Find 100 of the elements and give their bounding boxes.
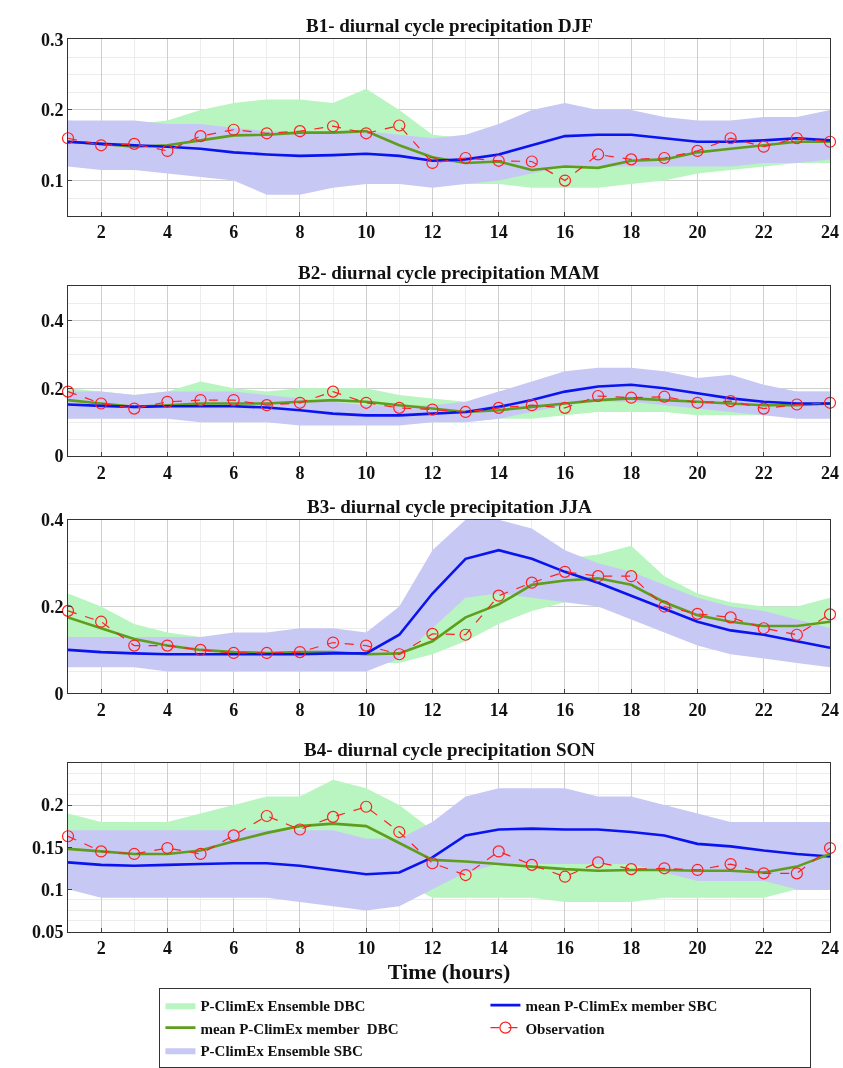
point — [823, 135, 837, 148]
point — [128, 402, 141, 415]
point — [658, 390, 671, 403]
point — [558, 565, 572, 578]
x-tick-label: 12 — [423, 222, 442, 243]
point — [790, 628, 803, 641]
point — [61, 132, 75, 145]
point — [459, 868, 472, 882]
x-tick-label: 24 — [821, 222, 839, 243]
point — [393, 825, 406, 839]
point — [227, 393, 240, 407]
point — [625, 153, 638, 166]
point — [757, 867, 770, 880]
point — [724, 132, 737, 145]
point — [227, 646, 240, 660]
point — [459, 628, 472, 641]
point — [625, 391, 638, 404]
point — [757, 140, 770, 153]
point — [724, 611, 737, 624]
point — [128, 847, 141, 861]
y-tick-label: 0.2 — [40, 596, 64, 617]
point — [128, 137, 141, 150]
point — [426, 627, 439, 640]
point — [260, 809, 273, 823]
point — [492, 845, 505, 858]
point — [293, 396, 307, 409]
legend-label: P-ClimEx Ensemble SBC — [200, 1043, 363, 1059]
x-tick-label: 12 — [423, 938, 442, 959]
point — [459, 151, 472, 165]
point — [691, 863, 704, 877]
point — [227, 123, 240, 136]
point — [161, 395, 174, 408]
y-tick-label: 0.05 — [31, 921, 64, 942]
point — [724, 395, 737, 408]
x-tick-label: 6 — [229, 938, 239, 959]
y-tick-label: 0 — [54, 446, 64, 467]
x-tick-label: 14 — [489, 462, 508, 483]
x-tick-label: 10 — [357, 699, 376, 720]
x-tick-label: 22 — [754, 938, 773, 959]
x-tick-label: 14 — [489, 699, 508, 720]
y-tick-label: 0 — [54, 683, 64, 704]
chart-title: B2- diurnal cycle precipitation MAM — [298, 262, 600, 283]
legend-label: mean P-ClimEx member DBC — [200, 1020, 399, 1037]
x-tick-label: 2 — [96, 938, 106, 959]
point — [658, 600, 671, 613]
point — [293, 645, 307, 659]
point — [459, 405, 472, 419]
point — [326, 120, 340, 133]
point — [790, 398, 803, 411]
point — [393, 648, 406, 661]
legend-label: P-ClimEx Ensemble DBC — [200, 998, 366, 1014]
point — [326, 810, 340, 823]
point — [194, 130, 207, 143]
x-tick-label: 10 — [357, 938, 376, 959]
point — [591, 389, 605, 403]
point — [161, 841, 174, 855]
x-tick-label: 6 — [229, 222, 239, 243]
x-tick-label: 22 — [754, 222, 773, 243]
point — [790, 867, 803, 880]
x-tick-label: 8 — [295, 938, 305, 959]
x-tick-label: 10 — [357, 462, 376, 483]
x-tick-label: 22 — [754, 462, 773, 483]
point — [558, 401, 572, 414]
x-tick-label: 12 — [423, 462, 442, 483]
x-tick-label: 16 — [555, 222, 574, 243]
x-tick-label: 24 — [821, 462, 839, 483]
y-tick-label: 0.4 — [40, 510, 64, 531]
point — [260, 646, 273, 660]
x-tick-label: 24 — [821, 699, 839, 720]
x-tick-label: 4 — [162, 699, 172, 720]
point — [61, 830, 75, 843]
x-tick-label: 4 — [162, 462, 172, 483]
y-tick-label: 0.15 — [31, 837, 64, 858]
point — [492, 401, 505, 414]
x-tick-label: 8 — [295, 222, 305, 243]
point — [293, 823, 307, 836]
x-tick-label: 4 — [162, 222, 172, 243]
point — [360, 800, 373, 813]
point — [790, 132, 803, 145]
chart-title: B1- diurnal cycle precipitation DJF — [306, 15, 593, 36]
point — [823, 841, 837, 855]
point — [823, 396, 837, 409]
point — [194, 847, 207, 861]
x-tick-label: 2 — [96, 222, 106, 243]
x-tick-label: 16 — [555, 462, 574, 483]
point — [293, 125, 307, 138]
point — [95, 139, 108, 152]
x-tick-label: 18 — [622, 699, 641, 720]
point — [128, 639, 141, 652]
point — [260, 399, 273, 412]
point — [558, 870, 572, 883]
x-tick-label: 20 — [688, 938, 707, 959]
point — [757, 622, 770, 635]
point — [591, 856, 605, 869]
x-tick-label: 24 — [821, 938, 839, 959]
point — [492, 589, 505, 602]
point — [625, 570, 638, 583]
point — [360, 639, 373, 652]
legend-label: Observation — [525, 1020, 606, 1037]
point — [393, 401, 406, 414]
